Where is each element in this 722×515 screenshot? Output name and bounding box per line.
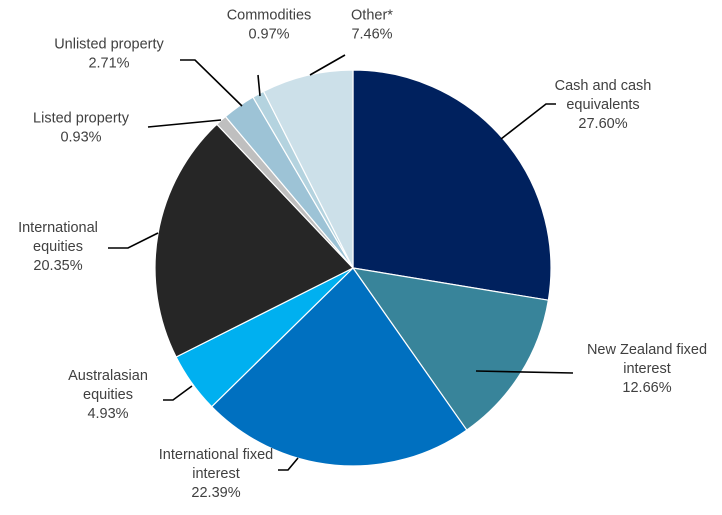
- slice-category-cash: Cash and cash: [555, 78, 652, 94]
- pie-slice-intl-fixed: [210, 267, 468, 467]
- slice-category-cash: equivalents: [566, 97, 639, 113]
- leader-line-intl-fixed: [278, 457, 299, 471]
- slice-category-unlisted-property: Unlisted property: [54, 37, 164, 53]
- slice-label-other: Other* 7.46%: [351, 8, 393, 43]
- slice-label-nz-fixed: New Zealand fixed interest 12.66%: [587, 342, 707, 396]
- slice-category-aus-equities: equities: [83, 387, 133, 403]
- slice-label-unlisted-property: Unlisted property 2.71%: [54, 37, 164, 72]
- pie-slice-nz-fixed: [351, 267, 550, 431]
- slice-value-nz-fixed: 12.66%: [622, 380, 671, 396]
- slice-category-other: Other*: [351, 8, 393, 24]
- pie-slice-cash: [352, 69, 552, 301]
- slice-label-listed-property: Listed property 0.93%: [33, 111, 130, 146]
- leader-line-unlisted-property: [180, 59, 243, 107]
- slice-label-aus-equities: Australasian equities 4.93%: [68, 368, 148, 422]
- slice-category-nz-fixed: New Zealand fixed: [587, 342, 707, 358]
- slice-value-commodities: 0.97%: [248, 27, 289, 43]
- slice-value-listed-property: 0.93%: [60, 130, 101, 146]
- slice-labels: Cash and cash equivalents 27.60% New Zealan…: [18, 8, 707, 502]
- leader-line-listed-property: [147, 119, 222, 128]
- slice-label-intl-equities: International equities 20.35%: [18, 220, 98, 274]
- slice-value-cash: 27.60%: [578, 116, 627, 132]
- slice-category-intl-equities: equities: [33, 239, 83, 255]
- slice-category-intl-fixed: interest: [192, 466, 240, 482]
- leader-line-aus-equities: [163, 385, 193, 401]
- slice-category-intl-fixed: International fixed: [159, 447, 273, 463]
- leader-line-cash: [500, 103, 556, 140]
- slice-category-listed-property: Listed property: [33, 111, 130, 127]
- leader-line-intl-equities: [108, 232, 159, 249]
- slice-category-intl-equities: International: [18, 220, 98, 236]
- slice-category-nz-fixed: interest: [623, 361, 671, 377]
- slice-label-intl-fixed: International fixed interest 22.39%: [159, 447, 273, 501]
- slice-value-unlisted-property: 2.71%: [88, 56, 129, 72]
- pie-slice-other: [262, 69, 354, 269]
- slice-value-intl-equities: 20.35%: [33, 258, 82, 274]
- slice-value-aus-equities: 4.93%: [87, 406, 128, 422]
- slice-label-cash: Cash and cash equivalents 27.60%: [555, 78, 652, 132]
- slice-label-commodities: Commodities 0.97%: [227, 8, 312, 43]
- slice-value-intl-fixed: 22.39%: [191, 485, 240, 501]
- slice-category-aus-equities: Australasian: [68, 368, 148, 384]
- slice-value-other: 7.46%: [351, 27, 392, 43]
- leader-line-other: [309, 54, 346, 76]
- leader-line-commodities: [257, 74, 261, 97]
- pie-slices: [154, 69, 552, 467]
- leader-line-nz-fixed: [475, 370, 574, 374]
- slice-category-commodities: Commodities: [227, 8, 312, 24]
- leader-lines: [108, 54, 574, 471]
